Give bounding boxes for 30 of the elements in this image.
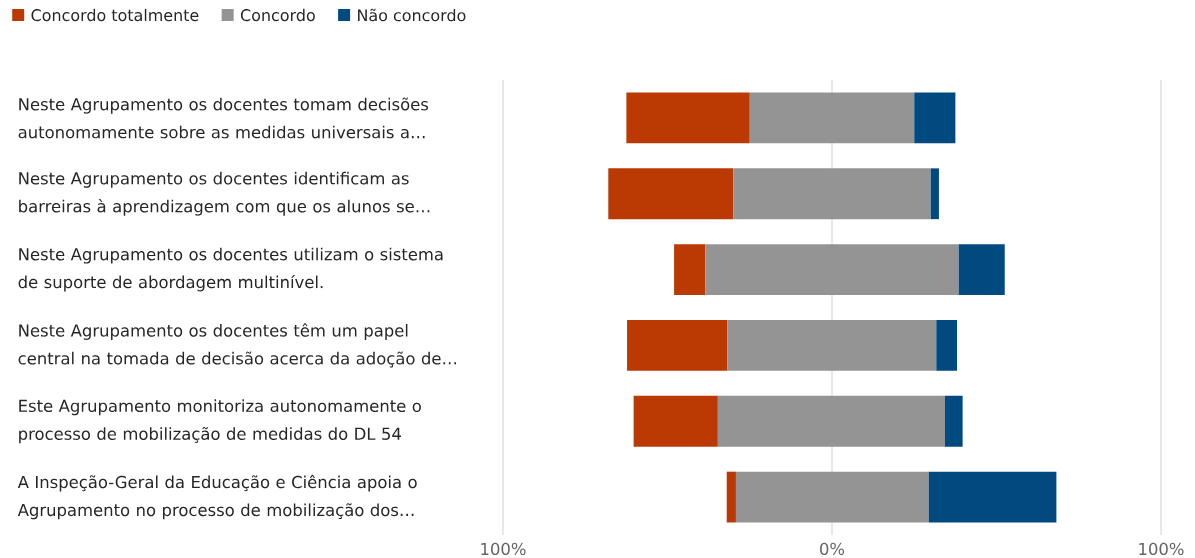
legend-label: Não concordo [358, 8, 466, 22]
bar [626, 92, 750, 144]
bar [705, 244, 959, 295]
x-tick-label: 100% [481, 542, 526, 556]
bar [944, 395, 963, 447]
bar [749, 92, 915, 144]
bar [733, 168, 931, 220]
bar [726, 471, 736, 523]
bar [633, 395, 718, 447]
x-tick-label: 100% [1139, 542, 1184, 556]
legend-label: Concordo totalmente [31, 8, 199, 22]
y-tick-label: Neste Agrupamento os docentes identificam as barreiras à aprendizagem com que os alunos se… [19, 171, 430, 216]
bar [930, 168, 939, 220]
bar [936, 320, 958, 371]
bar [674, 244, 706, 295]
y-tick-label: Este Agrupamento monitoriza autonomamente o processo de mobilização de medidas do DL 54 [19, 399, 421, 444]
y-tick-label: A Inspeção-Geral da Educação e Ciência apoia o Agrupamento no processo de mobilização dos… [17, 474, 417, 520]
bar [608, 168, 734, 220]
bar [928, 471, 1057, 523]
y-tick-label: Neste Agrupamento os docentes utilizam o sistema de suporte de abordagem multinível. [18, 247, 443, 292]
bar [727, 320, 937, 371]
y-tick-label: Neste Agrupamento os docentes tomam decisões autonomamente sobre as medidas universais a… [18, 97, 429, 139]
legend-label: Concordo [240, 8, 315, 22]
bar [958, 244, 1005, 295]
y-tick-label: Neste Agrupamento os docentes têm um papel central na tomada de decisão acerca da adoção de… [18, 323, 457, 368]
bar [627, 320, 728, 371]
bar [717, 395, 945, 447]
bar [914, 92, 956, 144]
x-tick-label: 0% [820, 542, 845, 556]
bar [735, 471, 929, 523]
